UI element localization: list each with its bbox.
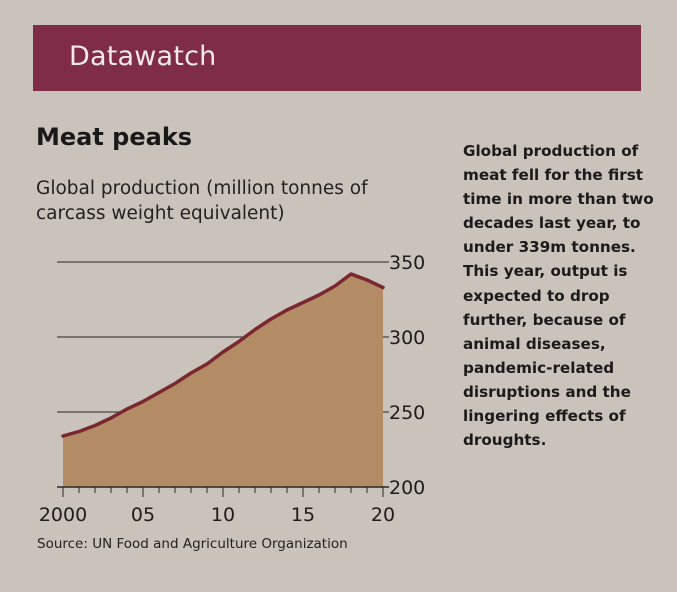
area-fill — [63, 274, 383, 487]
source-note: Source: UN Food and Agriculture Organiza… — [37, 536, 348, 552]
x-axis: 2000 05 10 15 20 — [39, 486, 395, 526]
x-tick-label: 2000 — [39, 504, 87, 526]
chart-subtitle: Global production (million tonnes of car… — [36, 178, 368, 224]
y-tick-label: 200 — [389, 477, 425, 499]
section-banner: Datawatch — [33, 25, 641, 91]
article-text: Global production of meat fell for the f… — [463, 142, 654, 450]
y-tick-label: 250 — [389, 402, 425, 424]
section-title: Datawatch — [69, 41, 217, 72]
x-tick-label: 20 — [371, 504, 395, 526]
x-tick-label: 05 — [131, 504, 155, 526]
y-tick-label: 300 — [389, 327, 425, 349]
x-tick-label: 10 — [211, 504, 235, 526]
y-tick-label: 350 — [389, 252, 425, 274]
chart-title: Meat peaks — [36, 123, 193, 151]
x-tick-label: 15 — [291, 504, 315, 526]
y-axis: 200 250 300 350 — [389, 252, 425, 499]
